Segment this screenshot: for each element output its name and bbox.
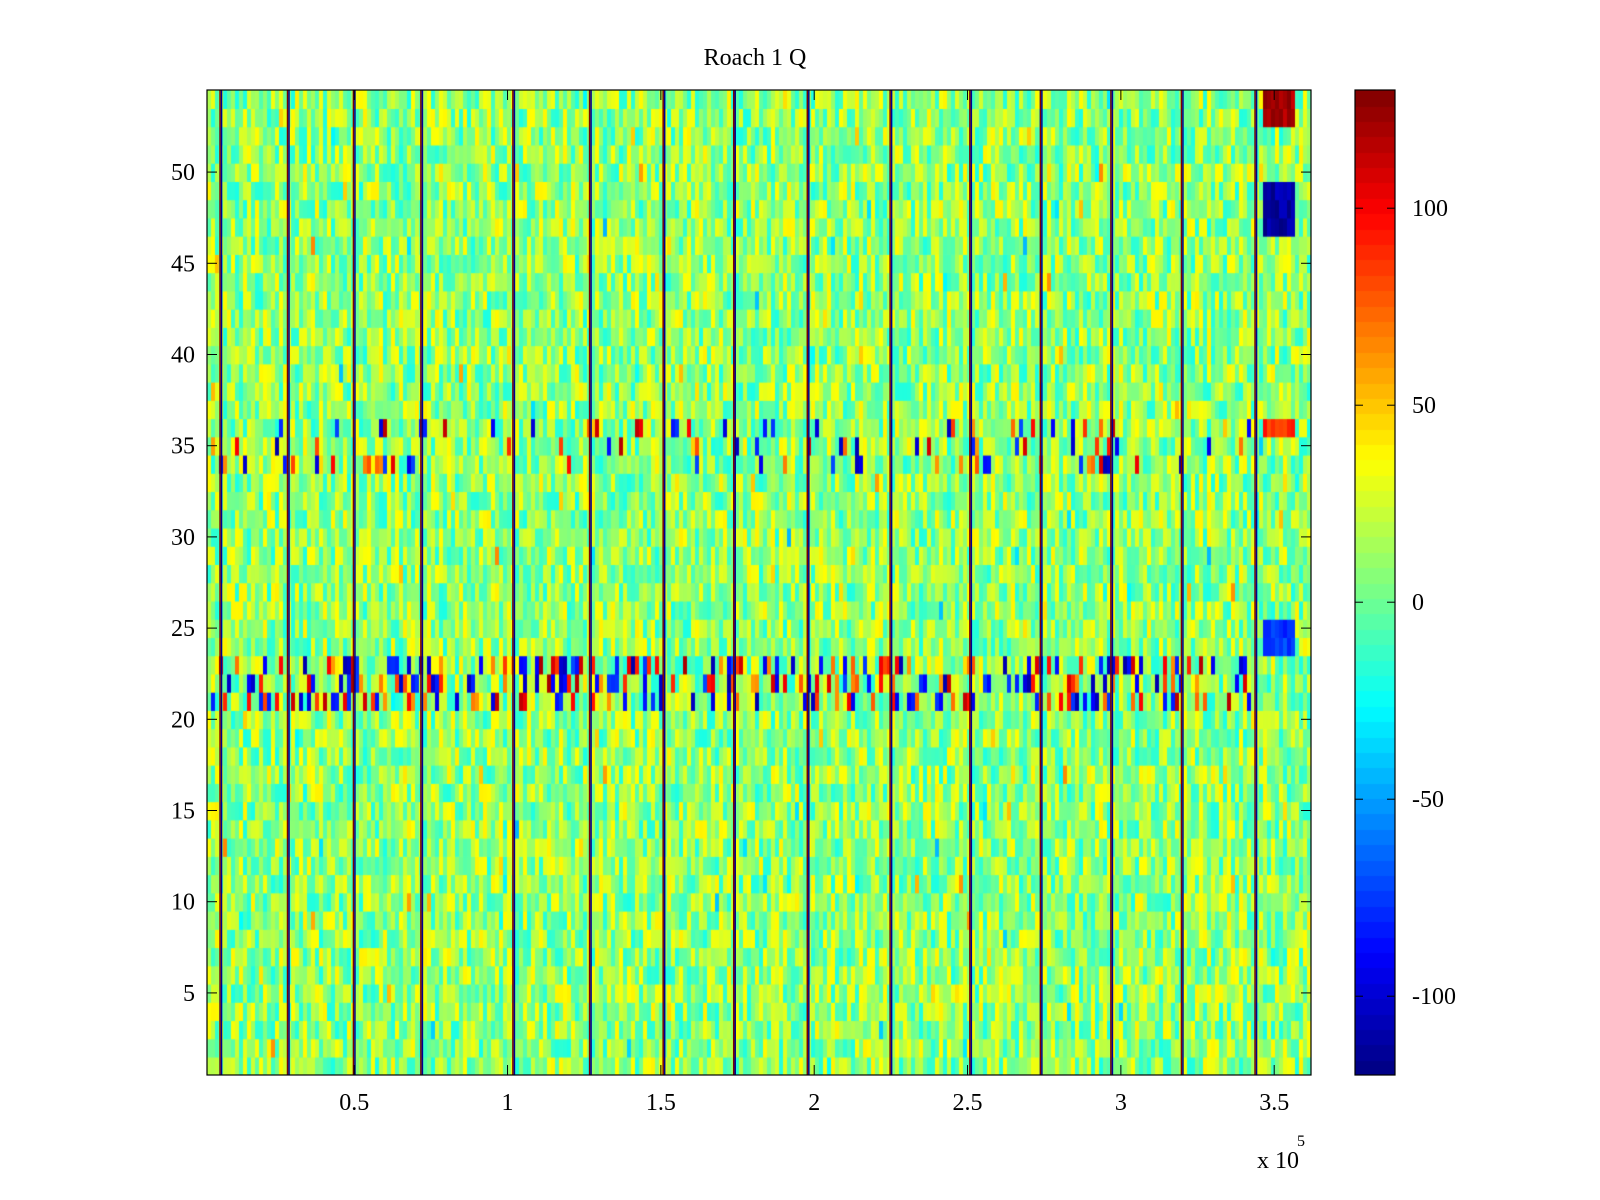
y-tick-label: 5 xyxy=(183,981,195,1007)
y-tick-label: 10 xyxy=(171,890,195,916)
stripe-mark xyxy=(663,90,666,1075)
stripe-mark xyxy=(420,90,422,1075)
stripe-mark xyxy=(969,90,971,1075)
stripe-mark xyxy=(732,90,735,1075)
stripe-mark xyxy=(1041,90,1043,1075)
stripe-mark xyxy=(1110,90,1112,1075)
stripe-mark xyxy=(352,90,355,1075)
stripe-mark xyxy=(890,90,893,1075)
y-axis: 5 10 15 20 25 30 35 40 45 50 xyxy=(171,160,1311,1007)
stripe-mark xyxy=(1111,90,1114,1075)
colorbar-ticks: -100 -50 0 50 100 xyxy=(1355,196,1456,1010)
heatmap-plot xyxy=(207,90,1311,1075)
colorbar-tick-label: -100 xyxy=(1412,984,1456,1010)
x-tick-label: 2 xyxy=(808,1090,820,1116)
stripe-mark xyxy=(512,90,514,1075)
stripe-mark xyxy=(220,90,223,1075)
y-tick-label: 25 xyxy=(171,616,195,642)
stripe-mark xyxy=(1182,90,1184,1075)
stripe-mark xyxy=(808,90,810,1075)
x-tick-label: 3.5 xyxy=(1259,1090,1289,1116)
stripe-mark xyxy=(288,90,290,1075)
y-tick-label: 20 xyxy=(171,707,195,733)
plot-frame xyxy=(206,89,1312,1076)
y-tick-label: 45 xyxy=(171,251,195,277)
y-tick-label: 50 xyxy=(171,160,195,186)
colorbar-frame xyxy=(1354,89,1396,1076)
stripe-mark xyxy=(286,90,289,1075)
y-tick-label: 15 xyxy=(171,799,195,825)
stripe-mark xyxy=(662,90,664,1075)
stripe-mark xyxy=(421,90,424,1075)
colorbar-tick-label: 100 xyxy=(1412,196,1448,222)
stripe-mark xyxy=(1039,90,1042,1075)
x-tick-label: 1 xyxy=(502,1090,514,1116)
colorbar-tick-label: -50 xyxy=(1412,787,1444,813)
stripe-mark xyxy=(1255,90,1258,1075)
stripe-mark xyxy=(889,90,891,1075)
heatmap-image xyxy=(207,90,1311,1075)
x-exponent-power: 5 xyxy=(1297,1133,1305,1150)
x-tick-label: 0.5 xyxy=(339,1090,369,1116)
stripe-mark xyxy=(1180,90,1183,1075)
y-tick-label: 40 xyxy=(171,342,195,368)
stripe-mark xyxy=(970,90,973,1075)
stripe-mark xyxy=(590,90,592,1075)
x-axis: 0.5 1 1.5 2 2.5 3 3.5 xyxy=(339,90,1289,1116)
stripe-mark xyxy=(219,90,221,1075)
x-exponent-label: x 10 xyxy=(1257,1148,1299,1174)
stripe-mark xyxy=(734,90,736,1075)
y-tick-label: 30 xyxy=(171,525,195,551)
colorbar-tick-label: 0 xyxy=(1412,590,1424,616)
colorbar-tick-label: 50 xyxy=(1412,393,1436,419)
x-tick-label: 1.5 xyxy=(646,1090,676,1116)
stripe-mark xyxy=(354,90,356,1075)
stripe-mark xyxy=(513,90,516,1075)
stripe-mark xyxy=(806,90,809,1075)
stripe-group xyxy=(219,90,1258,1075)
colorbar-gradient xyxy=(1355,90,1395,1075)
stripe-mark xyxy=(588,90,591,1075)
stripe-mark xyxy=(1254,90,1256,1075)
x-tick-label: 3 xyxy=(1115,1090,1127,1116)
chart-title: Roach 1 Q xyxy=(704,45,807,71)
x-tick-label: 2.5 xyxy=(953,1090,983,1116)
colorbar: -100 -50 0 50 100 xyxy=(1354,89,1456,1076)
y-tick-label: 35 xyxy=(171,434,195,460)
